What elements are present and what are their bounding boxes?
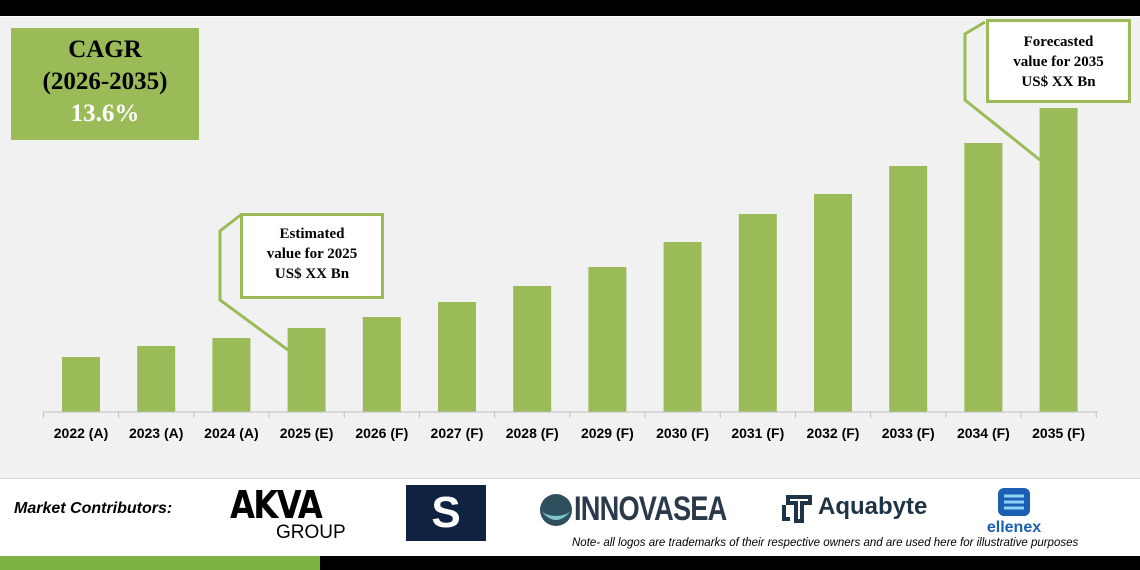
cagr-period: (2026-2035) (42, 68, 168, 95)
x-tick-label: 2027 (F) (431, 425, 484, 441)
akva-group-logo: AKVA GROUP (230, 483, 346, 543)
bar-2029 (F) (588, 267, 627, 412)
callout-forecasted-2035: Forecasted value for 2035 US$ XX Bn (986, 19, 1131, 103)
x-tick-label: 2033 (F) (882, 425, 935, 441)
x-tick-label: 2022 (A) (54, 425, 108, 441)
bar-2027 (F) (438, 302, 476, 412)
x-tick-label: 2026 (F) (355, 425, 408, 441)
callout-value: US$ XX Bn (1021, 74, 1096, 90)
x-tick-label: 2035 (F) (1032, 425, 1085, 441)
x-tick-label: 2029 (F) (581, 425, 634, 441)
callout-estimated-2025: Estimated value for 2025 US$ XX Bn (240, 213, 384, 299)
callout-line: Estimated (279, 226, 345, 242)
callout-line: Forecasted (1023, 34, 1094, 50)
bar-2022 (A) (62, 357, 100, 412)
ellenex-logo: ellenex (955, 488, 1073, 536)
logo-text: ellenex (986, 519, 1042, 536)
market-contributors-label: Market Contributors: (14, 500, 173, 517)
bar-2030 (F) (663, 242, 702, 412)
x-tick-label: 2023 (A) (129, 425, 183, 441)
bar-2026 (F) (362, 317, 401, 412)
cagr-box: CAGR (2026-2035) 13.6% (11, 28, 199, 140)
bar-2034 (F) (964, 143, 1003, 412)
x-tick-label: 2030 (F) (656, 425, 709, 441)
bar-chart: 2022 (A) 2023 (A) 2024 (A) 2025 (E) 2026 (F)… (42, 20, 1098, 441)
innovasea-logo: INNOVASEA (538, 490, 765, 529)
callout-line: value for 2025 (266, 246, 358, 262)
cagr-label: CAGR (68, 36, 142, 63)
aquabyte-icon (782, 495, 812, 523)
top-banner (0, 0, 1140, 16)
bar-2024 (A) (212, 338, 251, 412)
bar-2032 (F) (814, 194, 852, 412)
s-logo: S (406, 485, 486, 541)
logo-text: INNOVASEA (574, 490, 727, 528)
bar-2023 (A) (137, 346, 176, 412)
callout-line: value for 2035 (1013, 54, 1104, 70)
bar-2028 (F) (513, 286, 552, 412)
x-tick-label: 2025 (E) (280, 425, 334, 441)
callout-2035-connector (963, 20, 1041, 162)
bar-2025 (E) (287, 328, 326, 412)
bar-2033 (F) (889, 166, 928, 412)
x-tick-label: 2034 (F) (957, 425, 1010, 441)
ellenex-icon (998, 488, 1030, 516)
x-tick-label: 2032 (F) (807, 425, 860, 441)
bar-2031 (F) (738, 214, 777, 412)
x-tick-label: 2028 (F) (506, 425, 559, 441)
aquabyte-logo: Aquabyte (780, 487, 927, 527)
bottom-bar-black (320, 556, 1140, 570)
cagr-value: 13.6% (70, 100, 140, 127)
x-tick-label: 2031 (F) (731, 425, 784, 441)
innovasea-fish-icon (540, 493, 572, 526)
x-tick-label: 2024 (A) (204, 425, 258, 441)
bottom-bar-green (0, 556, 320, 570)
callout-value: US$ XX Bn (274, 266, 350, 282)
logo-text: GROUP (276, 522, 346, 543)
logo-text: Aquabyte (818, 493, 928, 520)
bar-2035 (F) (1039, 108, 1078, 412)
logo-text: AKVA (230, 483, 323, 527)
callout-2025-connector (218, 212, 289, 352)
trademark-note: Note- all logos are trademarks of their … (572, 537, 1079, 549)
